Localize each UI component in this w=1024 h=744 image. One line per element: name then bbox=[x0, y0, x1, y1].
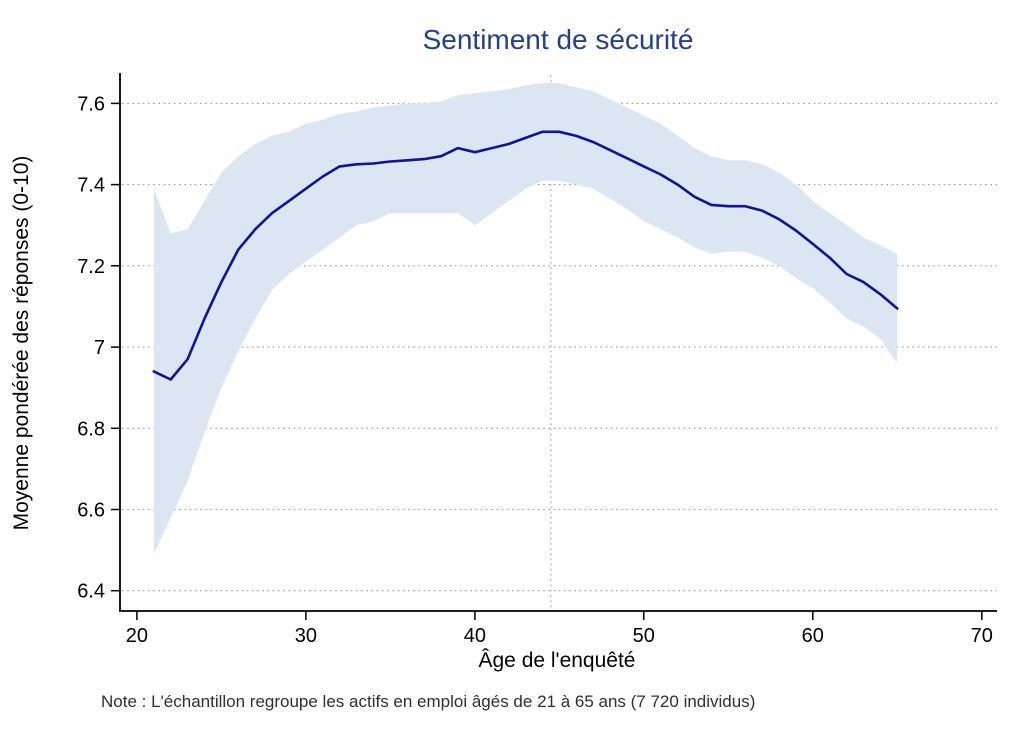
x-axis-title: Âge de l'enquêté bbox=[479, 649, 636, 672]
confidence-band bbox=[153, 83, 898, 555]
x-tick-label: 40 bbox=[464, 625, 486, 647]
y-tick-label: 6.8 bbox=[77, 418, 105, 440]
x-tick-label: 50 bbox=[633, 625, 655, 647]
y-tick-label: 6.6 bbox=[77, 500, 105, 522]
chart-title: Sentiment de sécurité bbox=[423, 24, 694, 55]
y-tick-label: 7.6 bbox=[77, 93, 105, 115]
x-tick-label: 70 bbox=[971, 625, 993, 647]
plot-dynamic-layer: 6.4 6.6 6.8 7 7.2 7.4 7.6 20 30 40 50 60 70 bbox=[77, 73, 997, 647]
x-tick-label: 60 bbox=[802, 625, 824, 647]
y-tick-label: 6.4 bbox=[77, 581, 105, 603]
y-tick-label: 7.2 bbox=[77, 256, 105, 278]
y-tick-label: 7.4 bbox=[77, 175, 105, 197]
y-axis-title: Moyenne pondérée des réponses (0-10) bbox=[10, 156, 33, 531]
y-tick-label: 7 bbox=[94, 337, 105, 359]
x-tick-label: 30 bbox=[295, 625, 317, 647]
mean-line bbox=[152, 130, 899, 381]
chart-note: Note : L'échantillon regroupe les actifs… bbox=[101, 692, 755, 711]
x-tick-label: 20 bbox=[126, 625, 148, 647]
